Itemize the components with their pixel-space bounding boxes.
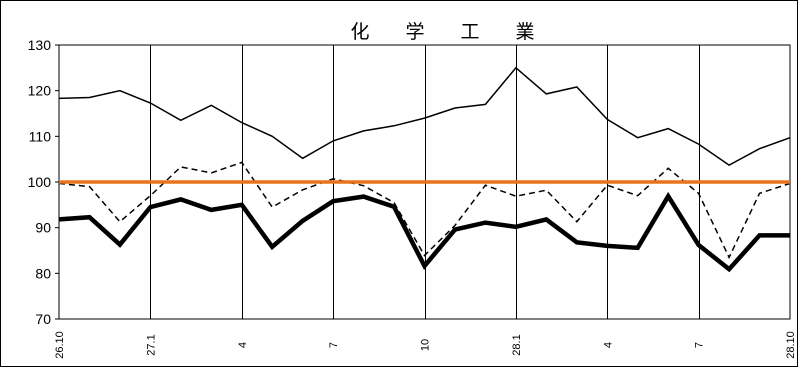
x-tick-label: 26.10 [54, 331, 66, 359]
x-tick-label: 4 [602, 342, 614, 348]
x-tick-label: 27.1 [145, 334, 157, 355]
x-tick-label: 28.10 [785, 331, 797, 359]
y-tick-label: 130 [28, 37, 52, 53]
series-line-thin [58, 66, 791, 166]
x-tick-label: 4 [237, 342, 249, 348]
chart-title: 化 学 工 業 [350, 21, 549, 43]
series-line-thick [58, 191, 790, 273]
y-tick-label: 70 [35, 311, 51, 327]
x-tick-label: 7 [694, 342, 706, 348]
y-tick-label: 120 [28, 83, 52, 99]
y-tick-label: 90 [35, 220, 51, 236]
y-tick-label: 80 [35, 265, 51, 281]
x-tick-label: 28.1 [511, 334, 523, 355]
series-layer [58, 66, 791, 273]
y-tick-label: 100 [28, 174, 52, 190]
x-tick-label: 10 [420, 339, 432, 351]
y-tick-label: 110 [29, 128, 52, 144]
x-tick-label: 7 [328, 342, 340, 348]
series-line-dashed [58, 161, 791, 260]
label-layer: 26.10 27.1 4 7 10 28.1 4 7 28.10 70 80 90 100 110 120 1… [28, 37, 797, 359]
